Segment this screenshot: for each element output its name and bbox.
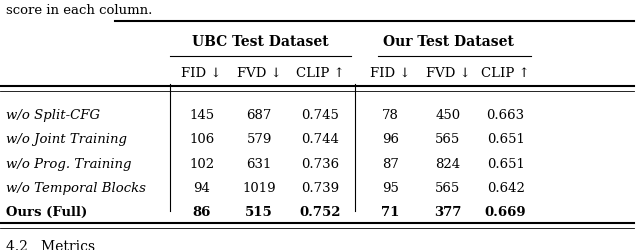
- Text: 106: 106: [189, 133, 214, 146]
- Text: CLIP ↑: CLIP ↑: [296, 66, 344, 79]
- Text: FID ↓: FID ↓: [181, 66, 222, 79]
- Text: FVD ↓: FVD ↓: [237, 66, 282, 79]
- Text: 102: 102: [189, 157, 214, 170]
- Text: 377: 377: [435, 205, 461, 218]
- Text: Our Test Dataset: Our Test Dataset: [383, 35, 513, 49]
- Text: 87: 87: [382, 157, 399, 170]
- Text: w/o Prog. Training: w/o Prog. Training: [6, 157, 132, 170]
- Text: 0.651: 0.651: [486, 133, 525, 146]
- Text: 687: 687: [246, 109, 272, 122]
- Text: 0.663: 0.663: [486, 109, 525, 122]
- Text: 565: 565: [435, 182, 461, 194]
- Text: 1019: 1019: [243, 182, 276, 194]
- Text: 4.2   Metrics: 4.2 Metrics: [6, 239, 95, 250]
- Text: 0.739: 0.739: [301, 182, 339, 194]
- Text: 0.744: 0.744: [301, 133, 339, 146]
- Text: UBC Test Dataset: UBC Test Dataset: [192, 35, 329, 49]
- Text: w/o Split-CFG: w/o Split-CFG: [6, 109, 100, 122]
- Text: 0.752: 0.752: [300, 205, 340, 218]
- Text: 0.736: 0.736: [301, 157, 339, 170]
- Text: Ours (Full): Ours (Full): [6, 205, 88, 218]
- Text: 565: 565: [435, 133, 461, 146]
- Text: score in each column.: score in each column.: [6, 4, 153, 17]
- Text: 71: 71: [381, 205, 399, 218]
- Text: 95: 95: [382, 182, 399, 194]
- Text: 824: 824: [435, 157, 461, 170]
- Text: w/o Joint Training: w/o Joint Training: [6, 133, 127, 146]
- Text: 631: 631: [246, 157, 272, 170]
- Text: 515: 515: [245, 205, 273, 218]
- Text: 0.642: 0.642: [486, 182, 525, 194]
- Text: FID ↓: FID ↓: [370, 66, 411, 79]
- Text: 78: 78: [382, 109, 399, 122]
- Text: 94: 94: [193, 182, 210, 194]
- Text: 450: 450: [435, 109, 461, 122]
- Text: 0.651: 0.651: [486, 157, 525, 170]
- Text: 96: 96: [382, 133, 399, 146]
- Text: 0.669: 0.669: [484, 205, 527, 218]
- Text: 579: 579: [246, 133, 272, 146]
- Text: w/o Temporal Blocks: w/o Temporal Blocks: [6, 182, 147, 194]
- Text: FVD ↓: FVD ↓: [426, 66, 470, 79]
- Text: CLIP ↑: CLIP ↑: [481, 66, 530, 79]
- Text: 0.745: 0.745: [301, 109, 339, 122]
- Text: 86: 86: [193, 205, 211, 218]
- Text: 145: 145: [189, 109, 214, 122]
